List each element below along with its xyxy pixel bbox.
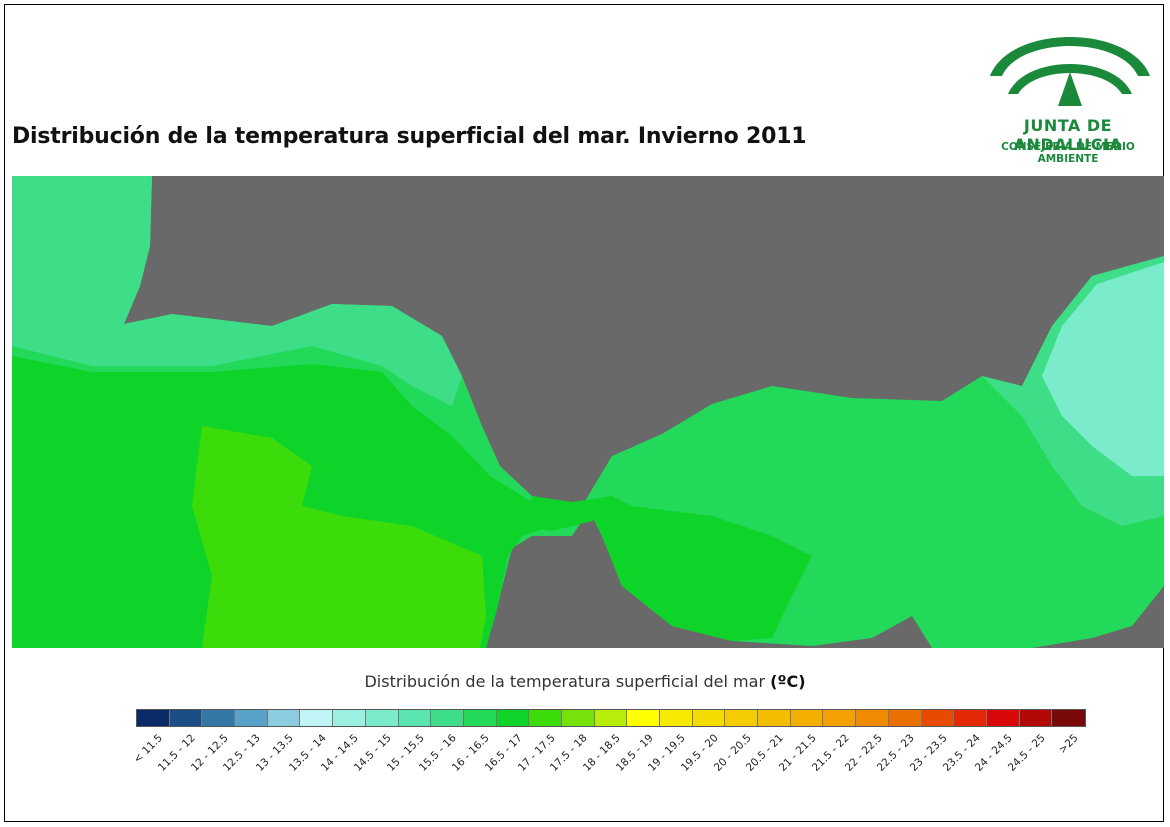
logo-subtitle: CONSEJERÍA DE MEDIO AMBIENTE: [1001, 141, 1135, 165]
legend-swatch: [137, 710, 170, 726]
legend-swatch: [561, 710, 595, 726]
logo: JUNTA DE ANDALUCIA CONSEJERÍA DE MEDIO A…: [980, 14, 1160, 165]
legend-swatch: [954, 710, 987, 726]
legend-label: >25: [1056, 732, 1081, 757]
logo-name: JUNTA DE ANDALUCIA: [1013, 116, 1123, 154]
strait-of-gibraltar: [522, 496, 632, 531]
legend-color-bar: [136, 709, 1086, 727]
legend-swatch: [431, 710, 464, 726]
legend-unit: (ºC): [770, 672, 806, 691]
logo-emblem-icon: [990, 37, 1150, 106]
legend-swatch: [463, 710, 497, 726]
legend-swatch: [169, 710, 203, 726]
legend-swatch: [202, 710, 236, 726]
legend-swatch: [986, 710, 1020, 726]
legend-swatch: [856, 710, 889, 726]
legend-swatch: [333, 710, 366, 726]
legend-swatch: [365, 710, 399, 726]
legend-swatch: [627, 710, 660, 726]
legend-swatch: [888, 710, 922, 726]
legend-swatch: [267, 710, 301, 726]
legend-swatch: [660, 710, 693, 726]
legend-swatch: [594, 710, 628, 726]
sea-temperature-map: [12, 176, 1164, 648]
sea-atlantic-warm: [192, 426, 486, 648]
legend-labels: < 11.5 11.5 - 12 12 - 12.5 12.5 - 13 13 - 13…: [131, 732, 1086, 812]
legend-swatch: [790, 710, 824, 726]
legend-swatch: [529, 710, 562, 726]
legend-title: Distribución de la temperatura superfici…: [0, 672, 1170, 691]
legend-swatch: [725, 710, 759, 726]
legend-swatch: [758, 710, 791, 726]
legend-swatch: [1052, 710, 1085, 726]
legend-title-text: Distribución de la temperatura superfici…: [364, 672, 766, 691]
page-title: Distribución de la temperatura superfici…: [12, 124, 807, 149]
legend-swatch: [921, 710, 955, 726]
legend-swatch: [1019, 710, 1053, 726]
sea-alboran-cool: [1042, 262, 1164, 476]
sea-alboran-core: [592, 506, 812, 641]
sea-atlantic-cool: [12, 176, 462, 406]
legend-swatch: [692, 710, 726, 726]
legend-swatch: [300, 710, 334, 726]
legend-swatch: [235, 710, 268, 726]
legend-swatch: [398, 710, 432, 726]
legend-swatch: [823, 710, 857, 726]
legend-swatch: [496, 710, 530, 726]
